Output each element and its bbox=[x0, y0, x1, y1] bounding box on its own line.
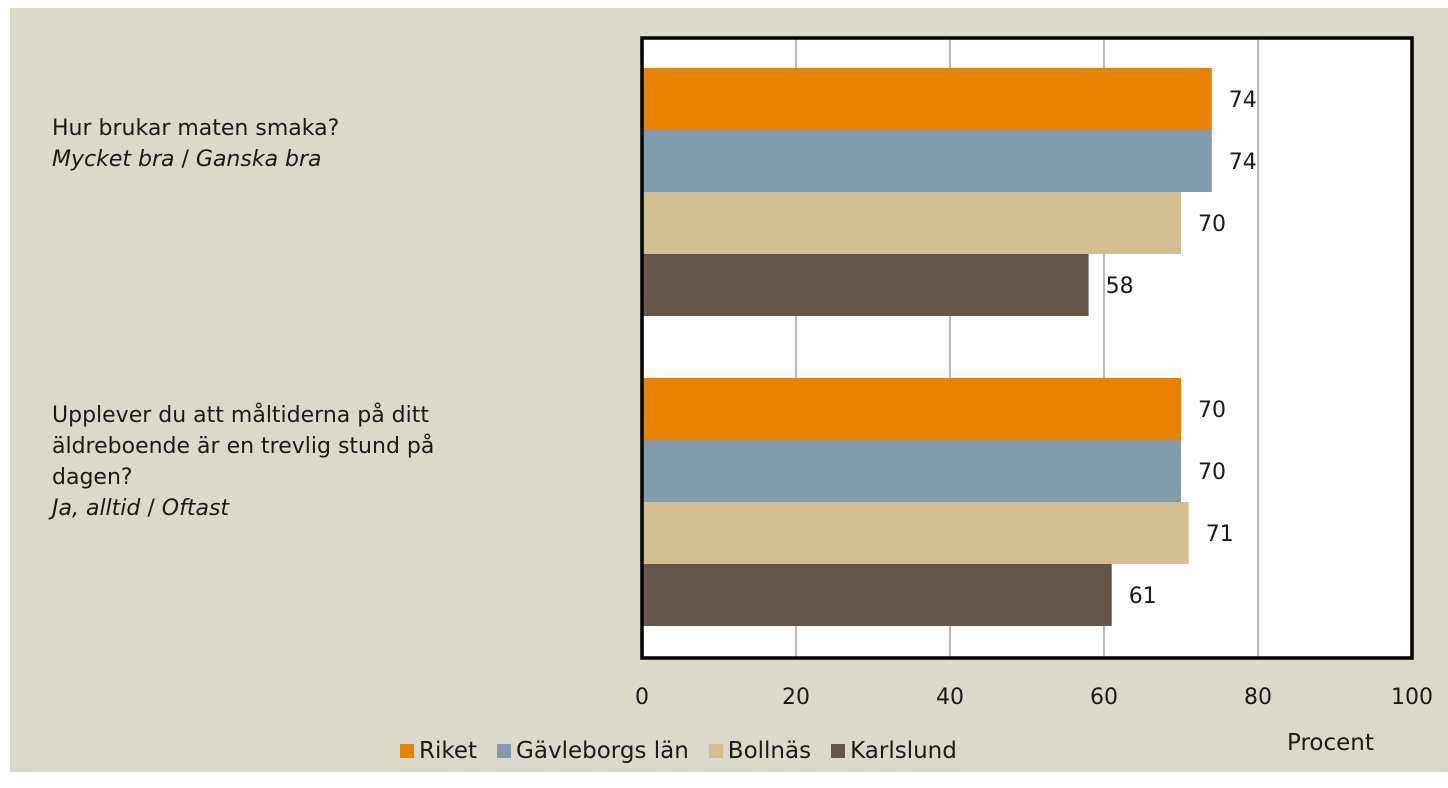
bar-2-1 bbox=[642, 502, 1189, 564]
x-tick-label-80: 80 bbox=[1244, 685, 1272, 710]
legend-item-bollnas: Bollnäs bbox=[708, 738, 812, 764]
legend-swatch-karlslund bbox=[831, 744, 846, 758]
legend-label-bollnas: Bollnäs bbox=[727, 738, 812, 764]
question-1-answer-b: Ganska bra bbox=[195, 147, 322, 172]
x-tick-label-0: 0 bbox=[635, 685, 649, 710]
legend-item-karlslund: Karlslund bbox=[831, 738, 957, 764]
data-label-1-1: 70 bbox=[1198, 460, 1226, 485]
question-1-answer-a: Mycket bra bbox=[52, 147, 175, 172]
data-label-3-1: 61 bbox=[1129, 584, 1157, 609]
question-2-answer-b: Oftast bbox=[161, 496, 230, 521]
x-tick-label-40: 40 bbox=[936, 685, 964, 710]
legend-swatch-riket bbox=[400, 744, 414, 758]
question-2-answer: Ja, alltid / Oftast bbox=[52, 493, 434, 524]
legend-swatch-gavleborg bbox=[497, 744, 512, 758]
data-label-3-0: 58 bbox=[1106, 274, 1134, 299]
data-label-2-0: 70 bbox=[1198, 212, 1226, 237]
bar-3-0 bbox=[642, 254, 1089, 316]
x-axis-unit-label: Procent bbox=[1287, 730, 1374, 756]
bar-0-1 bbox=[642, 378, 1181, 440]
data-label-0-1: 70 bbox=[1198, 398, 1226, 423]
legend-label-karlslund: Karlslund bbox=[850, 738, 957, 764]
question-2-title-line-2: äldreboende är en trevlig stund på bbox=[52, 434, 435, 459]
question-2-answer-a: Ja, alltid bbox=[52, 496, 141, 521]
question-2-answer-sep: / bbox=[140, 496, 162, 521]
question-1-label: Hur brukar maten smaka? Mycket bra / Gan… bbox=[52, 113, 339, 175]
data-label-0-0: 74 bbox=[1229, 88, 1257, 113]
bar-1-0 bbox=[642, 130, 1212, 192]
chart-legend: Riket Gävleborgs län Bollnäs Karlslund bbox=[400, 738, 977, 764]
data-label-2-1: 71 bbox=[1206, 522, 1234, 547]
question-2-title-line-1: Upplever du att måltiderna på ditt bbox=[52, 403, 430, 428]
question-1-answer-sep: / bbox=[174, 147, 196, 172]
question-1-answer: Mycket bra / Ganska bra bbox=[52, 144, 339, 175]
plot-border bbox=[640, 36, 1414, 660]
x-tick-label-20: 20 bbox=[782, 685, 810, 710]
bar-1-1 bbox=[642, 440, 1181, 502]
bar-2-0 bbox=[642, 192, 1181, 254]
x-tick-label-60: 60 bbox=[1090, 685, 1118, 710]
question-2-title-line-3: dagen? bbox=[52, 465, 133, 490]
legend-item-gavleborg: Gävleborgs län bbox=[497, 738, 689, 764]
legend-label-gavleborg: Gävleborgs län bbox=[516, 738, 689, 764]
legend-item-riket: Riket bbox=[400, 738, 477, 764]
question-1-title: Hur brukar maten smaka? bbox=[52, 116, 340, 141]
x-tick-label-100: 100 bbox=[1391, 685, 1433, 710]
bar-0-0 bbox=[642, 68, 1212, 130]
data-label-1-0: 74 bbox=[1229, 150, 1257, 175]
legend-swatch-bollnas bbox=[708, 744, 723, 758]
bar-3-1 bbox=[642, 564, 1112, 626]
question-2-label: Upplever du att måltiderna på ditt äldre… bbox=[52, 400, 434, 524]
legend-label-riket: Riket bbox=[419, 738, 478, 764]
